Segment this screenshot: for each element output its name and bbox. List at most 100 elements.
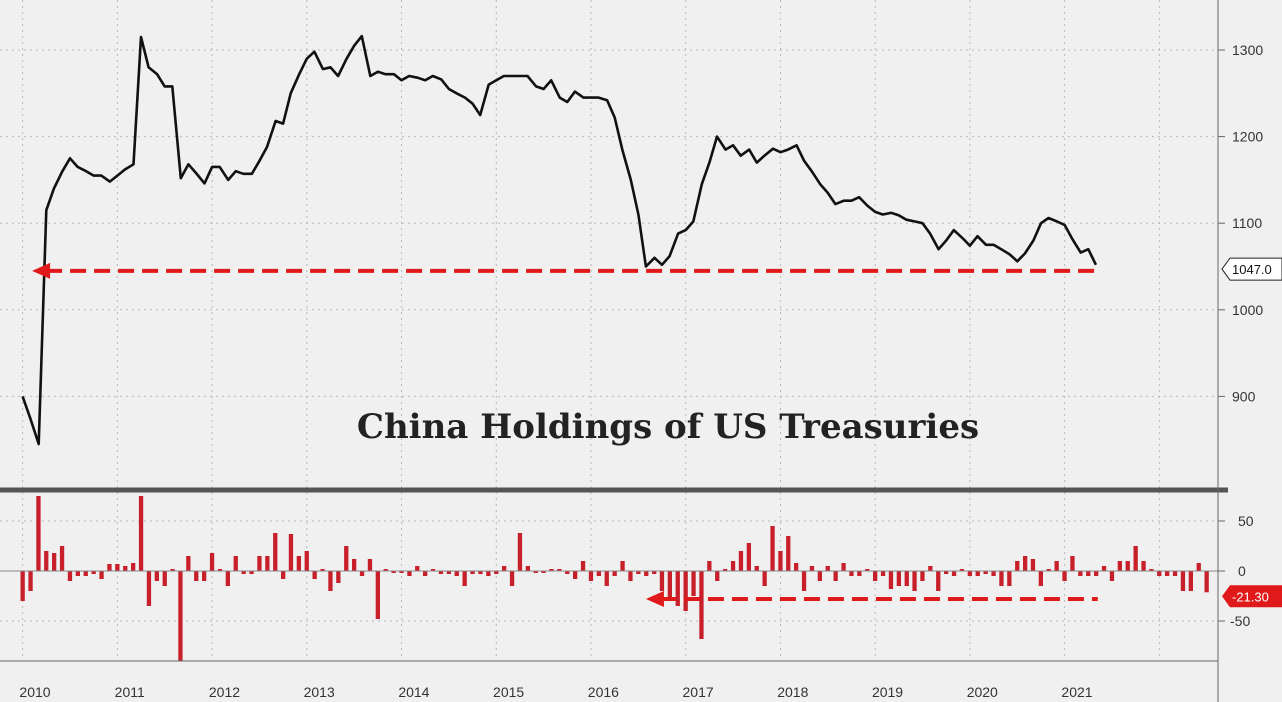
bar	[1141, 561, 1146, 571]
bar	[580, 561, 586, 571]
bar	[75, 571, 80, 576]
bar	[178, 571, 183, 661]
bar	[233, 556, 238, 571]
y-tick-label: 1000	[1232, 302, 1263, 318]
bar	[123, 566, 128, 571]
reference-arrowhead	[645, 591, 664, 607]
bar	[999, 571, 1004, 586]
x-tick-label: 2014	[398, 684, 429, 700]
bar	[723, 569, 728, 571]
bar	[928, 566, 933, 571]
bar	[659, 571, 665, 591]
bar	[762, 571, 767, 586]
bar	[241, 571, 246, 574]
bar	[83, 571, 88, 576]
bar	[209, 553, 215, 571]
bar	[486, 571, 491, 576]
bar	[691, 571, 696, 596]
bar	[951, 571, 957, 576]
bar	[446, 571, 451, 574]
bar	[352, 559, 357, 571]
bar	[225, 571, 230, 586]
bar	[880, 571, 886, 576]
bar	[715, 571, 720, 581]
bar	[794, 563, 799, 571]
bar	[1109, 571, 1115, 581]
bar	[730, 561, 736, 571]
bar	[454, 571, 459, 576]
bar	[888, 571, 894, 589]
bar	[1007, 571, 1012, 586]
bar	[628, 571, 633, 581]
bar	[1180, 571, 1186, 591]
bar	[1078, 571, 1083, 576]
bar	[99, 571, 104, 579]
bar	[557, 569, 562, 571]
top-y-axis: 900 1000 1100 1200 1300	[1218, 42, 1263, 404]
bar	[865, 569, 870, 571]
bar	[667, 571, 672, 601]
x-tick-label: 2020	[967, 684, 998, 700]
bar	[502, 566, 507, 571]
bar	[786, 536, 791, 571]
last-value-badge	[1222, 585, 1282, 608]
bar	[36, 496, 41, 571]
bar	[1157, 571, 1162, 576]
bar	[415, 566, 420, 571]
bar	[596, 571, 601, 576]
bar	[399, 571, 404, 573]
bar	[1054, 561, 1059, 571]
y-tick-label: 1100	[1232, 215, 1262, 231]
bar	[359, 571, 365, 576]
bar	[423, 571, 428, 576]
x-tick-label: 2016	[588, 684, 619, 700]
bar	[296, 556, 301, 571]
bar	[115, 564, 120, 571]
bar	[154, 571, 159, 581]
x-tick-label: 2017	[683, 684, 714, 700]
bar	[1165, 571, 1170, 576]
bar	[202, 571, 207, 581]
bar	[107, 564, 112, 571]
bar	[1038, 571, 1043, 586]
bar	[478, 571, 483, 574]
bar	[1030, 559, 1036, 571]
bar	[1172, 571, 1178, 576]
bar	[652, 571, 657, 574]
bottom-y-axis: 50 0 -50	[1218, 513, 1254, 629]
y-tick-label: 900	[1232, 388, 1256, 404]
bar	[920, 571, 925, 581]
bar	[1196, 563, 1201, 571]
x-axis: 2010 2011 2012 2013 2014 2015 2016 2017 2018 2019…	[19, 684, 1092, 700]
bar	[825, 566, 830, 571]
bar	[849, 571, 854, 576]
bar	[375, 571, 380, 619]
bar	[904, 571, 909, 586]
bar	[873, 571, 878, 581]
bar	[707, 561, 712, 571]
top-reference-arrow	[32, 262, 1098, 279]
bar	[281, 571, 286, 579]
bar	[746, 543, 751, 571]
bar	[438, 571, 444, 574]
y-tick-label: 1200	[1232, 129, 1263, 145]
last-value-labels: 1047.0 -21.30	[1221, 257, 1282, 608]
x-tick-label: 2012	[209, 684, 240, 700]
bar	[1125, 561, 1130, 571]
bar	[391, 571, 396, 573]
bar	[265, 556, 270, 571]
bar	[1015, 561, 1020, 571]
bar	[494, 571, 499, 574]
x-tick-label: 2015	[493, 684, 524, 700]
bar	[509, 571, 515, 586]
bar	[841, 563, 846, 571]
bar	[407, 571, 412, 576]
bar	[1086, 571, 1091, 576]
bar	[67, 571, 73, 581]
bar	[644, 571, 649, 576]
bar	[344, 546, 349, 571]
bar	[194, 571, 199, 581]
holdings-line	[21, 34, 1098, 446]
y-tick-label: 0	[1238, 563, 1246, 579]
